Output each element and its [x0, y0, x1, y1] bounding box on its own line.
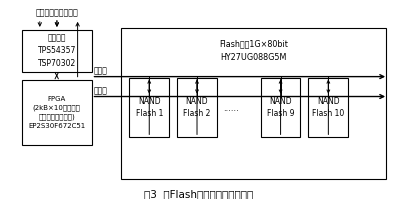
Text: 电源变换
TPS54357
TSP70302: 电源变换 TPS54357 TSP70302: [37, 34, 76, 68]
Text: HY27UG088G5M: HY27UG088G5M: [220, 53, 287, 62]
Text: ......: ......: [223, 104, 239, 113]
Text: NAND
Flash 2: NAND Flash 2: [183, 97, 211, 118]
Text: Flash模兤1G×80bit: Flash模兤1G×80bit: [219, 39, 288, 48]
Text: 图3  单Flash模块接口电路示意图: 图3 单Flash模块接口电路示意图: [144, 189, 254, 199]
Text: NAND
Flash 10: NAND Flash 10: [312, 97, 345, 118]
Text: NAND
Flash 9: NAND Flash 9: [267, 97, 295, 118]
Bar: [121, 28, 386, 179]
Bar: [22, 30, 92, 72]
Bar: [22, 80, 92, 145]
Bar: [261, 78, 300, 137]
Text: 控制线: 控制线: [94, 86, 107, 95]
Text: NAND
Flash 1: NAND Flash 1: [136, 97, 163, 118]
Text: FPGA
(2kB×10路数据缓
存、控制信号产生)
EP2S30F672C51: FPGA (2kB×10路数据缓 存、控制信号产生) EP2S30F672C51: [28, 96, 85, 129]
Bar: [177, 78, 217, 137]
Bar: [129, 78, 169, 137]
Text: 数据线: 数据线: [94, 66, 107, 75]
Bar: [308, 78, 348, 137]
Text: 母板控制、数据接口: 母板控制、数据接口: [35, 8, 78, 18]
